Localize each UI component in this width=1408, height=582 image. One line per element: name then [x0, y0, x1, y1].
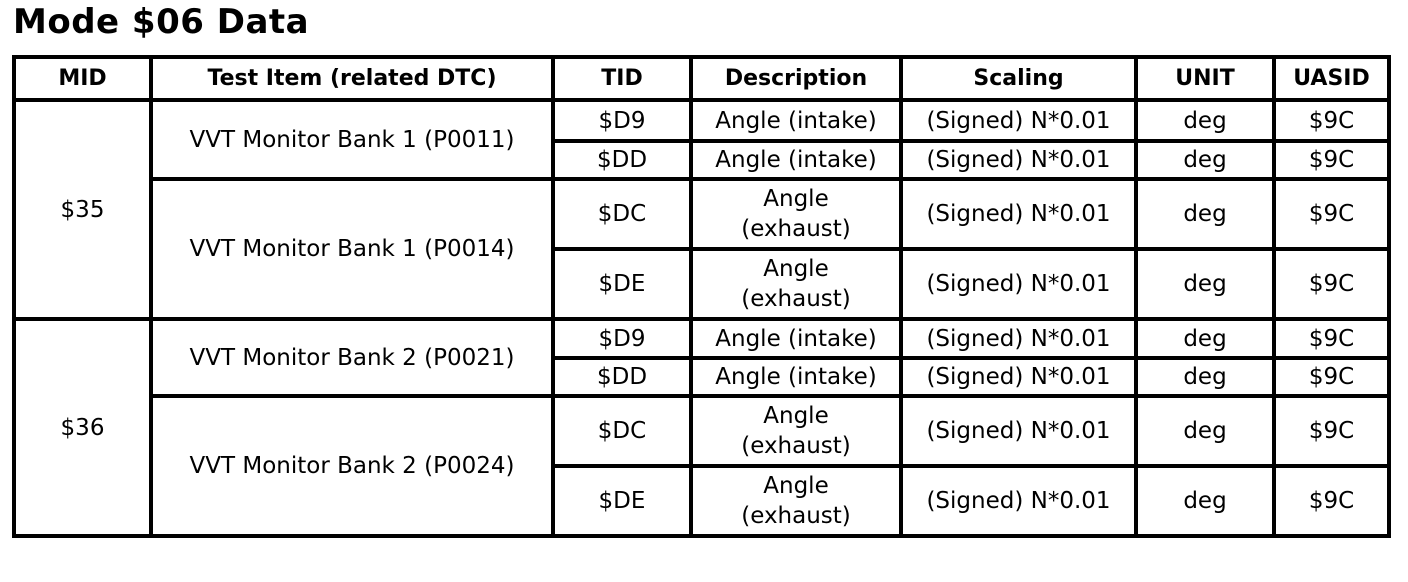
header-row: MID Test Item (related DTC) TID Descript… — [12, 55, 1391, 102]
tid-cell: $DD — [551, 356, 693, 398]
scaling-cell: (Signed) N*0.01 — [899, 317, 1138, 360]
scaling-cell: (Signed) N*0.01 — [899, 177, 1138, 251]
description-cell: Angle (exhaust) — [689, 464, 903, 538]
table-row: $DD Angle (intake) (Signed) N*0.01 deg $… — [14, 139, 1391, 181]
header-description: Description — [689, 55, 903, 102]
description-cell: Angle (intake) — [689, 139, 903, 181]
tid-cell: $D9 — [551, 98, 693, 143]
uasid-cell: $9C — [1272, 317, 1391, 360]
header-tid: TID — [551, 55, 693, 102]
scaling-cell: (Signed) N*0.01 — [899, 356, 1138, 398]
unit-cell: deg — [1134, 356, 1276, 398]
table-row: $DD Angle (intake) (Signed) N*0.01 deg $… — [14, 356, 1391, 398]
uasid-cell: $9C — [1272, 356, 1391, 398]
tid-cell: $DC — [551, 394, 693, 468]
header-unit: UNIT — [1134, 55, 1276, 102]
tid-cell: $DE — [551, 247, 693, 321]
unit-cell: deg — [1134, 317, 1276, 360]
table-row: $DE Angle (exhaust) (Signed) N*0.01 deg … — [14, 464, 1391, 538]
description-cell: Angle (exhaust) — [689, 177, 903, 251]
test-item-cell: VVT Monitor Bank 2 (P0021) — [149, 317, 555, 398]
description-cell: Angle (exhaust) — [689, 247, 903, 321]
table-row: VVT Monitor Bank 1 (P0014) $DC Angle (ex… — [14, 177, 1391, 321]
unit-cell: deg — [1134, 464, 1276, 538]
uasid-cell: $9C — [1272, 464, 1391, 538]
description-cell: Angle (exhaust) — [689, 394, 903, 468]
description-cell: Angle (intake) — [689, 356, 903, 398]
mode06-table: MID Test Item (related DTC) TID Descript… — [12, 55, 1391, 538]
scaling-cell: (Signed) N*0.01 — [899, 139, 1138, 181]
mid-cell: $36 — [12, 317, 153, 538]
scaling-cell: (Signed) N*0.01 — [899, 394, 1138, 468]
unit-cell: deg — [1134, 247, 1276, 321]
test-item-cell: VVT Monitor Bank 1 (P0014) — [149, 177, 555, 321]
header-uasid: UASID — [1272, 55, 1391, 102]
header-mid: MID — [12, 55, 153, 102]
table-row: $DE Angle (exhaust) (Signed) N*0.01 deg … — [14, 247, 1391, 321]
uasid-cell: $9C — [1272, 247, 1391, 321]
test-item-cell: VVT Monitor Bank 2 (P0024) — [149, 394, 555, 538]
header-scaling: Scaling — [899, 55, 1138, 102]
tid-cell: $DE — [551, 464, 693, 538]
description-cell: Angle (intake) — [689, 98, 903, 143]
mid-cell: $35 — [12, 98, 153, 321]
scaling-cell: (Signed) N*0.01 — [899, 464, 1138, 538]
unit-cell: deg — [1134, 139, 1276, 181]
table-row: $36 VVT Monitor Bank 2 (P0021) $D9 Angle… — [12, 317, 1391, 538]
uasid-cell: $9C — [1272, 177, 1391, 251]
table-row: VVT Monitor Bank 2 (P0024) $DC Angle (ex… — [14, 394, 1391, 538]
uasid-cell: $9C — [1272, 139, 1391, 181]
table-row: $35 VVT Monitor Bank 1 (P0011) $D9 Angle… — [12, 98, 1391, 321]
uasid-cell: $9C — [1272, 98, 1391, 143]
unit-cell: deg — [1134, 394, 1276, 468]
scaling-cell: (Signed) N*0.01 — [899, 247, 1138, 321]
scaling-cell: (Signed) N*0.01 — [899, 98, 1138, 143]
uasid-cell: $9C — [1272, 394, 1391, 468]
header-test-item: Test Item (related DTC) — [149, 55, 555, 102]
tid-cell: $DD — [551, 139, 693, 181]
tid-cell: $D9 — [551, 317, 693, 360]
tid-cell: $DC — [551, 177, 693, 251]
page-title: Mode $06 Data — [13, 2, 310, 42]
test-item-cell: VVT Monitor Bank 1 (P0011) — [149, 98, 555, 181]
description-cell: Angle (intake) — [689, 317, 903, 360]
unit-cell: deg — [1134, 98, 1276, 143]
unit-cell: deg — [1134, 177, 1276, 251]
